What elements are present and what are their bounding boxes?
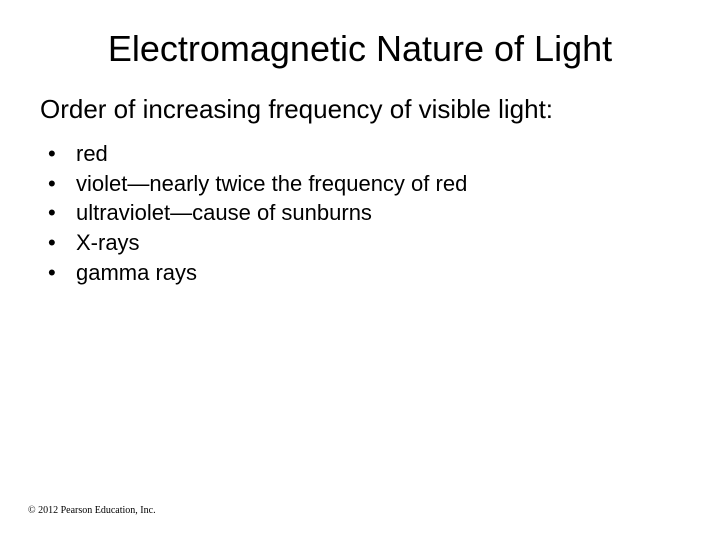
slide-title: Electromagnetic Nature of Light: [0, 0, 720, 94]
slide-subtitle: Order of increasing frequency of visible…: [0, 94, 720, 139]
list-item: X-rays: [48, 228, 720, 258]
copyright-footer: © 2012 Pearson Education, Inc.: [28, 505, 156, 516]
list-item: red: [48, 139, 720, 169]
list-item: ultraviolet—cause of sunburns: [48, 198, 720, 228]
list-item: gamma rays: [48, 258, 720, 288]
bullet-list: red violet—nearly twice the frequency of…: [0, 139, 720, 287]
list-item: violet—nearly twice the frequency of red: [48, 169, 720, 199]
